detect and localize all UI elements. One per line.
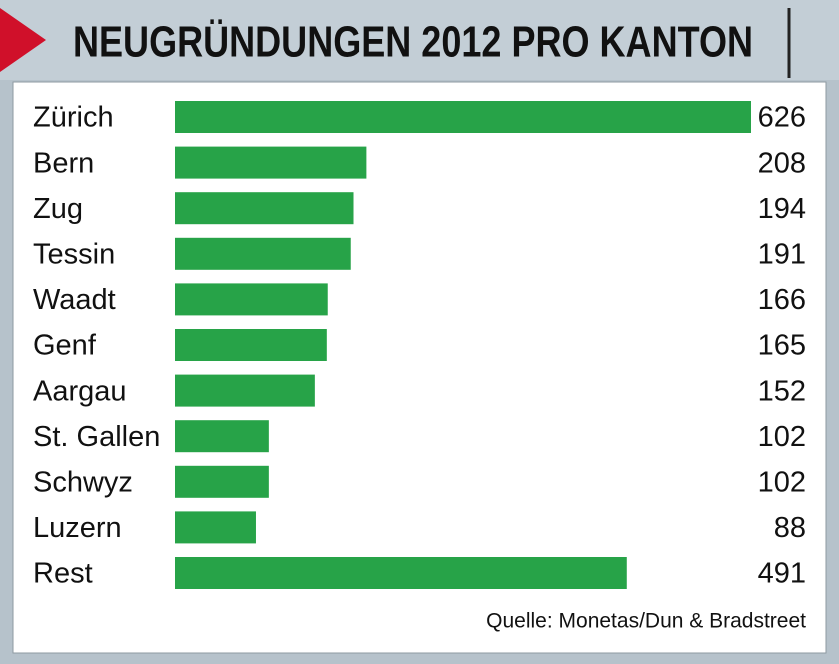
category-label: Tessin <box>33 238 115 270</box>
bar <box>175 329 327 361</box>
bar <box>175 146 367 179</box>
value-label: 88 <box>774 512 806 544</box>
category-label: Zug <box>33 193 83 225</box>
value-label: 491 <box>758 558 806 590</box>
source-note: Quelle: Monetas/Dun & Bradstreet <box>486 610 806 633</box>
bar <box>175 465 269 498</box>
bar <box>175 283 328 316</box>
bar <box>175 101 751 133</box>
chart-title: NEUGRÜNDUNGEN 2012 PRO KANTON <box>73 18 753 67</box>
value-label: 152 <box>758 375 806 407</box>
value-label: 208 <box>758 147 806 179</box>
category-label: Luzern <box>33 512 122 544</box>
bar <box>175 557 627 589</box>
bar <box>175 374 315 407</box>
value-label: 102 <box>758 421 806 453</box>
value-label: 191 <box>758 238 806 270</box>
value-label: 166 <box>758 284 806 316</box>
category-label: Schwyz <box>33 466 133 498</box>
bar <box>175 511 256 544</box>
bar <box>175 237 351 270</box>
category-label: Genf <box>33 330 97 362</box>
bar <box>175 420 269 453</box>
header-band <box>0 0 839 80</box>
value-label: 626 <box>758 102 806 134</box>
category-label: St. Gallen <box>33 421 160 453</box>
value-label: 165 <box>758 330 806 362</box>
category-label: Bern <box>33 147 94 179</box>
category-label: Waadt <box>33 284 116 316</box>
category-label: Zürich <box>33 102 114 134</box>
header-marker <box>0 8 46 72</box>
value-label: 194 <box>758 193 806 225</box>
value-label: 102 <box>758 466 806 498</box>
category-label: Aargau <box>33 375 127 407</box>
category-label: Rest <box>33 558 93 590</box>
bar <box>175 192 354 225</box>
